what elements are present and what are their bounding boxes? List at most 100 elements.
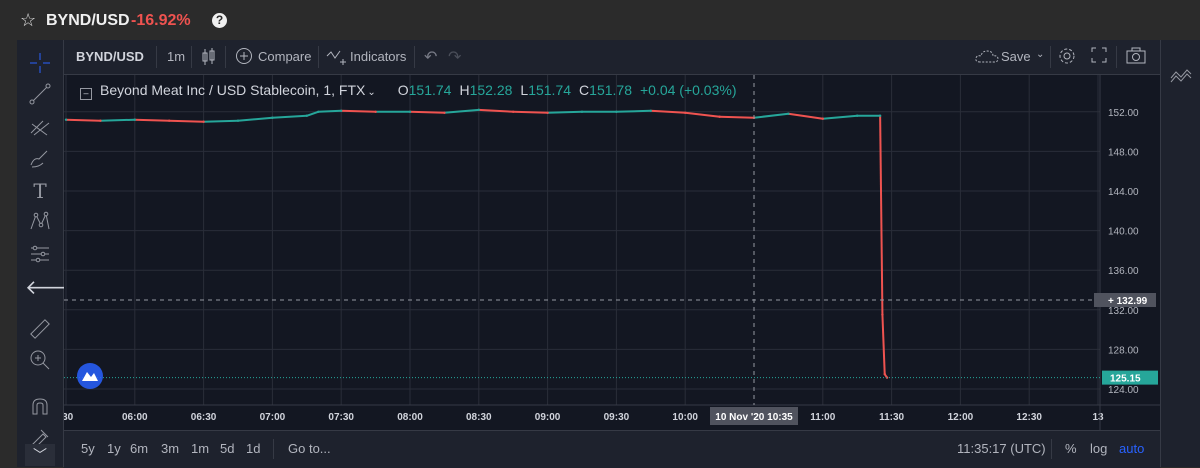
x-tick-label: 10 Nov '20 10:35	[715, 412, 793, 423]
price-line-segment	[753, 112, 789, 119]
price-point	[885, 376, 889, 379]
goto-button[interactable]: Go to...	[288, 441, 331, 456]
price-line-segment	[547, 110, 583, 114]
range-1y[interactable]: 1y	[107, 441, 121, 456]
range-3m[interactable]: 3m	[161, 441, 180, 456]
star-icon[interactable]: ☆	[20, 10, 37, 30]
interval-selector[interactable]: 1m	[167, 49, 186, 64]
right-toolbar	[1160, 40, 1200, 467]
redo-icon[interactable]: ↷	[448, 49, 462, 66]
ruler-icon[interactable]	[25, 318, 55, 342]
clock[interactable]: 11:35:17 (UTC)	[957, 441, 1046, 456]
x-tick-label: 09:30	[604, 412, 630, 423]
price-point	[133, 118, 136, 121]
collapse-legend-icon[interactable]: –	[80, 88, 92, 100]
change-value: +0.04 (+0.03%)	[639, 82, 737, 98]
divider	[156, 46, 157, 68]
price-line-segment	[272, 114, 307, 119]
y-tick-label: 124.00	[1108, 385, 1139, 396]
chart-area[interactable]: 152.00 148.00 144.00 140.00 136.00 132.00 128.…	[59, 75, 1160, 430]
gear-icon[interactable]	[1058, 47, 1076, 68]
price-point	[236, 119, 240, 122]
auto-toggle[interactable]: auto	[1119, 441, 1145, 456]
y-tick-label: 144.00	[1108, 187, 1139, 198]
divider	[1116, 46, 1117, 68]
fullscreen-icon[interactable]	[1091, 47, 1107, 66]
crosshair-icon[interactable]	[25, 52, 55, 76]
zoom-in-icon[interactable]	[25, 349, 55, 373]
drawing-toolbar: T 🡐 ﹀	[17, 40, 79, 467]
x-tick-label: 13	[1092, 412, 1104, 423]
price-point	[340, 109, 343, 113]
pattern-icon[interactable]	[25, 211, 55, 235]
price-point	[271, 116, 274, 119]
log-toggle[interactable]: log	[1090, 441, 1108, 456]
price-point	[99, 119, 102, 122]
y-tick-label: 152.00	[1108, 108, 1139, 119]
x-tick-label: 08:00	[397, 412, 423, 423]
camera-icon[interactable]	[1126, 47, 1146, 68]
price-point	[883, 372, 886, 376]
divider	[1051, 439, 1052, 459]
undo-icon[interactable]: ↶	[424, 49, 438, 66]
x-tick-label: 11:30	[879, 412, 904, 423]
top-bar: ☆ BYND/USD -16.92% ?	[0, 0, 1200, 40]
chevron-down-icon[interactable]: ﹀	[25, 444, 55, 466]
x-tick-label: 11:00	[810, 412, 835, 423]
text-tool-icon[interactable]: T	[33, 179, 47, 203]
candle-type-icon[interactable]	[202, 46, 216, 71]
high-label: H	[459, 82, 470, 98]
percent-toggle[interactable]: %	[1065, 441, 1077, 456]
crosshair-price-label: + 132.99	[1108, 296, 1148, 307]
price-point	[787, 112, 790, 115]
range-5y[interactable]: 5y	[81, 441, 95, 456]
chart-legend: – Beyond Meat Inc / USD Stablecoin, 1, FT…	[80, 82, 737, 100]
brush-icon[interactable]	[25, 147, 55, 171]
price-change: -16.92%	[131, 12, 191, 29]
x-tick-label: 07:30	[328, 412, 354, 423]
indicators-button[interactable]: Indicators	[350, 49, 407, 64]
price-point	[168, 119, 171, 122]
price-line-segment	[100, 118, 135, 122]
price-line-segment	[822, 114, 858, 120]
price-point	[718, 115, 721, 118]
compare-icon[interactable]	[235, 47, 253, 68]
price-point	[408, 110, 412, 113]
price-line-segment	[134, 118, 170, 122]
price-chart[interactable]: 152.00 148.00 144.00 140.00 136.00 132.00 128.…	[59, 75, 1160, 430]
save-button[interactable]: Save	[1001, 49, 1031, 64]
divider	[1050, 46, 1051, 68]
price-line-segment	[879, 115, 884, 315]
low-label: L	[520, 82, 529, 98]
symbol-selector[interactable]: BYND/USD	[76, 49, 144, 64]
price-line-segment	[719, 115, 755, 119]
range-1d[interactable]: 1d	[246, 441, 261, 456]
range-6m[interactable]: 6m	[130, 441, 149, 456]
price-point	[64, 118, 68, 121]
prediction-icon[interactable]	[25, 243, 55, 267]
indicators-icon[interactable]	[326, 48, 348, 69]
price-line-segment	[318, 109, 342, 113]
cloud-icon[interactable]	[974, 49, 1000, 66]
chevron-down-icon[interactable]: ⌄	[367, 87, 376, 98]
series-name[interactable]: Beyond Meat Inc / USD Stablecoin, 1, FTX	[100, 82, 366, 98]
back-arrow-icon[interactable]: 🡐	[25, 277, 79, 299]
range-1m[interactable]: 1m	[191, 441, 210, 456]
close-value: 151.78	[589, 82, 632, 98]
x-tick-label: 07:00	[260, 412, 286, 423]
magnet-icon[interactable]	[25, 396, 55, 420]
trend-line-icon[interactable]	[25, 83, 55, 107]
watchlist-icon[interactable]	[1169, 66, 1193, 91]
symbol-title: BYND/USD	[46, 12, 130, 29]
range-5d[interactable]: 5d	[220, 441, 235, 456]
open-label: O	[397, 82, 409, 98]
price-point	[580, 110, 584, 113]
x-tick-label: 08:30	[466, 412, 492, 423]
chevron-down-icon[interactable]: ⌄	[1036, 49, 1045, 60]
compare-button[interactable]: Compare	[258, 49, 312, 64]
price-point	[615, 110, 618, 113]
price-line-segment	[169, 119, 204, 123]
help-icon[interactable]: ?	[212, 13, 227, 28]
divider	[191, 46, 192, 68]
pitchfork-icon[interactable]	[25, 115, 55, 139]
